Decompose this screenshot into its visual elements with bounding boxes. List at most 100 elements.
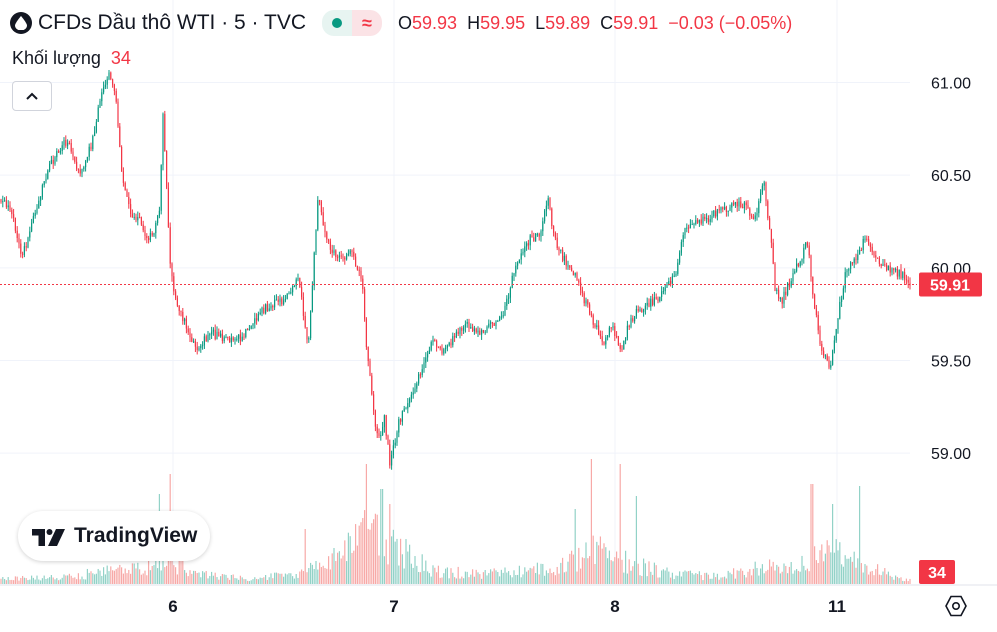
tradingview-logo[interactable]: TradingView [18, 511, 210, 561]
market-status-pill[interactable]: ≈ [322, 10, 382, 36]
volume-bar [704, 572, 706, 584]
chart-settings-button[interactable] [943, 593, 969, 619]
candle-body [662, 291, 664, 293]
candle-body [733, 203, 735, 205]
volume-bar [580, 568, 582, 584]
candle-body [79, 169, 81, 174]
volume-bar [650, 571, 652, 584]
candle-body [29, 231, 31, 238]
volume-bar [214, 572, 216, 584]
volume-bar [126, 573, 128, 584]
candle-body [754, 215, 756, 220]
candle-body [666, 284, 668, 288]
last-volume-badge: 34 [919, 560, 955, 584]
volume-bar [828, 545, 830, 584]
candle-body [776, 289, 778, 291]
volume-bar [904, 581, 906, 584]
candle-body [329, 241, 331, 250]
volume-bar [315, 561, 317, 584]
volume-bar [454, 577, 456, 584]
candle-body [783, 291, 785, 304]
volume-bar [621, 559, 623, 584]
volume-label[interactable]: Khối lượng [12, 48, 101, 68]
volume-bar [223, 574, 225, 584]
volume-bar [842, 566, 844, 584]
volume-bar [500, 569, 502, 584]
volume-bar [601, 548, 603, 584]
time-axis[interactable]: 6 7 8 11 [168, 597, 846, 616]
candle-body [326, 232, 328, 240]
candle-body [259, 312, 261, 314]
candle-body [763, 182, 765, 186]
candle-body [90, 146, 92, 150]
candle-body [499, 317, 501, 321]
candle-body [554, 232, 556, 238]
candle-body [13, 214, 15, 218]
volume-bar [857, 558, 859, 584]
volume-bar [401, 554, 403, 584]
volume-bar [486, 575, 488, 584]
candle-body [806, 242, 808, 246]
volume-bar [313, 569, 315, 584]
candle-body [808, 245, 810, 256]
volume-bar [722, 577, 724, 584]
volume-bar [326, 568, 328, 584]
volume-bar [590, 459, 592, 584]
volume-bar [319, 562, 321, 584]
volume-bar [886, 574, 888, 584]
candle-body [85, 161, 87, 168]
candle-body [790, 281, 792, 287]
symbol-title[interactable]: CFDs Dầu thô WTI · 5 · TVC [38, 11, 306, 34]
volume-bar [247, 580, 249, 584]
volume-bar [383, 556, 385, 584]
candle-body [862, 238, 864, 251]
candle-body [770, 229, 772, 243]
volume-bar [713, 572, 715, 584]
volume-bar [299, 571, 301, 584]
volume-bar [502, 572, 504, 584]
volume-bar [718, 579, 720, 584]
time-tick-label: 7 [389, 597, 398, 616]
collapse-legend-button[interactable] [12, 81, 52, 111]
candle-body [898, 269, 900, 277]
volume-bar [891, 576, 893, 584]
volume-bar [374, 513, 376, 584]
volume-bar [124, 568, 126, 584]
volume-bar [331, 553, 333, 584]
candle-body [74, 156, 76, 162]
volume-bar [662, 569, 664, 584]
volume-bar [423, 570, 425, 584]
volume-bar [347, 532, 349, 584]
volume-bar [421, 554, 423, 584]
volume-bar [403, 568, 405, 584]
candle-body [563, 255, 565, 261]
volume-bar [92, 573, 94, 584]
volume-bar [841, 564, 843, 584]
candle-body [745, 202, 747, 206]
candle-body [101, 92, 103, 102]
volume-bar [360, 522, 362, 584]
volume-bar [306, 572, 308, 584]
volume-bar [353, 550, 355, 584]
candle-body [538, 233, 540, 237]
candle-body [277, 299, 279, 302]
candle-body [612, 326, 614, 328]
candle-body [27, 237, 29, 248]
volume-bar [236, 578, 238, 584]
candle-body [425, 357, 427, 363]
volume-bar [711, 578, 713, 584]
volume-bar [832, 504, 834, 584]
candle-body [212, 329, 214, 332]
volume-bar [293, 578, 295, 584]
volume-bar [203, 572, 205, 584]
volume-bar [585, 542, 587, 584]
candle-body [239, 334, 241, 342]
volume-bar [893, 579, 895, 584]
volume-bar [743, 574, 745, 584]
candle-body [54, 157, 56, 164]
volume-bar [900, 577, 902, 584]
candle-body [452, 336, 454, 346]
